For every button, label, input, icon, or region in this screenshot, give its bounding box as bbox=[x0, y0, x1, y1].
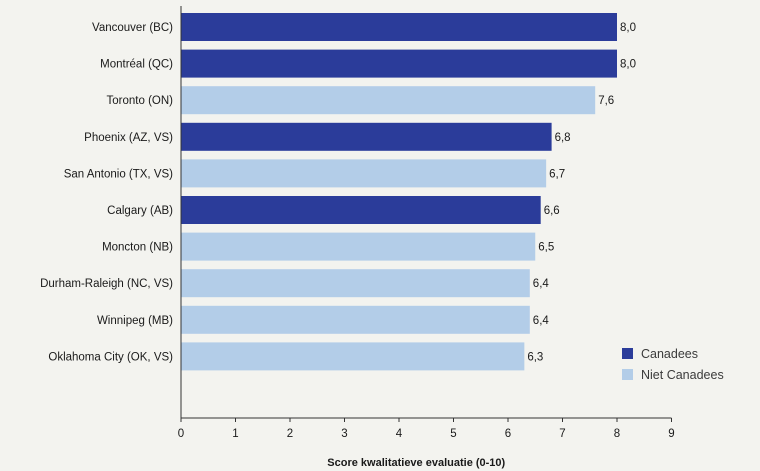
x-tick-label: 8 bbox=[614, 428, 620, 440]
value-label: 6,4 bbox=[533, 278, 550, 290]
bar-row-oklahoma-city-ok-vs: Oklahoma City (OK, VS) 6,3 bbox=[48, 342, 543, 371]
x-axis-title: Score kwalitatieve evaluatie (0-10) bbox=[327, 457, 505, 469]
bar-row-calgary-ab: Calgary (AB) 6,6 bbox=[107, 196, 560, 224]
category-label: Durham-Raleigh (NC, VS) bbox=[40, 278, 173, 290]
bar-row-vancouver-bc: Vancouver (BC) 8,0 bbox=[92, 13, 636, 41]
x-tick-label: 7 bbox=[559, 428, 565, 440]
category-label: Vancouver (BC) bbox=[92, 22, 173, 34]
category-label: Phoenix (AZ, VS) bbox=[84, 132, 173, 144]
category-label: Toronto (ON) bbox=[107, 95, 174, 107]
value-label: 8,0 bbox=[620, 22, 636, 34]
legend-item: Canadees bbox=[622, 347, 698, 361]
x-tick-label: 4 bbox=[396, 428, 403, 440]
value-label: 6,4 bbox=[533, 315, 550, 327]
value-label: 6,6 bbox=[544, 205, 560, 217]
legend: Canadees Niet Canadees bbox=[622, 347, 724, 382]
bar-row-winnipeg-mb: Winnipeg (MB) 6,4 bbox=[97, 305, 550, 334]
x-axis: 0 1 2 3 4 5 6 7 8 9 bbox=[178, 6, 675, 440]
legend-label: Canadees bbox=[641, 347, 698, 361]
bar-row-moncton-nb: Moncton (NB) 6,5 bbox=[102, 232, 554, 261]
bar-winnipeg-mb bbox=[181, 305, 530, 334]
x-tick-label: 1 bbox=[232, 428, 238, 440]
value-label: 6,7 bbox=[549, 168, 565, 180]
value-label: 6,3 bbox=[527, 351, 543, 363]
bar-row-san-antonio-tx-vs: San Antonio (TX, VS) 6,7 bbox=[64, 159, 565, 188]
value-label: 6,5 bbox=[538, 242, 554, 254]
bar-row-montr-al-qc: Montréal (QC) 8,0 bbox=[100, 49, 636, 78]
category-label: Winnipeg (MB) bbox=[97, 315, 173, 327]
bars-layer: Vancouver (BC) 8,0 Montréal (QC) 8,0 Toronto… bbox=[40, 13, 636, 371]
bar-vancouver-bc bbox=[181, 13, 617, 41]
category-label: Oklahoma City (OK, VS) bbox=[48, 351, 173, 363]
x-tick-label: 3 bbox=[341, 428, 347, 440]
category-label: Montréal (QC) bbox=[100, 59, 173, 71]
legend-swatch bbox=[622, 348, 633, 359]
value-label: 6,8 bbox=[555, 132, 571, 144]
value-label: 7,6 bbox=[598, 95, 614, 107]
bar-moncton-nb bbox=[181, 232, 536, 261]
bar-san-antonio-tx-vs bbox=[181, 159, 547, 188]
legend-swatch bbox=[622, 369, 633, 380]
legend-label: Niet Canadees bbox=[641, 368, 724, 382]
bar-calgary-ab bbox=[181, 196, 541, 224]
category-label: Calgary (AB) bbox=[107, 205, 173, 217]
bar-row-toronto-on: Toronto (ON) 7,6 bbox=[107, 86, 614, 115]
category-label: Moncton (NB) bbox=[102, 242, 173, 254]
x-tick-label: 2 bbox=[287, 428, 293, 440]
category-label: San Antonio (TX, VS) bbox=[64, 168, 173, 180]
bar-row-durham-raleigh-nc-vs: Durham-Raleigh (NC, VS) 6,4 bbox=[40, 269, 550, 298]
bar-durham-raleigh-nc-vs bbox=[181, 269, 530, 298]
bar-montr-al-qc bbox=[181, 49, 617, 78]
x-tick-label: 6 bbox=[505, 428, 511, 440]
value-label: 8,0 bbox=[620, 59, 636, 71]
bar-phoenix-az-vs bbox=[181, 122, 552, 151]
bar-oklahoma-city-ok-vs bbox=[181, 342, 525, 371]
x-tick-label: 0 bbox=[178, 428, 184, 440]
bar-toronto-on bbox=[181, 86, 596, 115]
bar-row-phoenix-az-vs: Phoenix (AZ, VS) 6,8 bbox=[84, 122, 571, 151]
x-tick-label: 9 bbox=[668, 428, 674, 440]
legend-item: Niet Canadees bbox=[622, 368, 724, 382]
x-tick-label: 5 bbox=[450, 428, 456, 440]
